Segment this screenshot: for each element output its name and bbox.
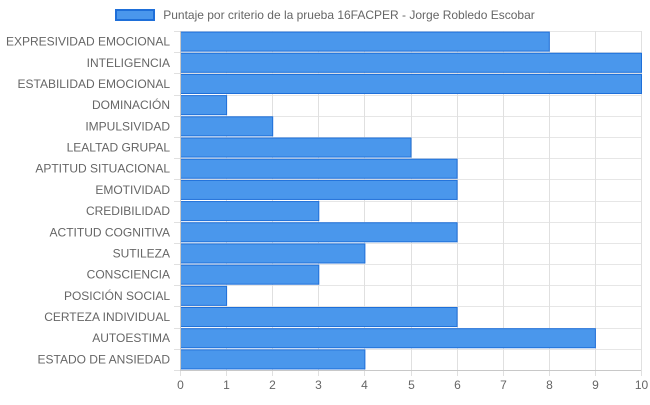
x-tick-label: 8 [546, 378, 553, 392]
legend-label: Puntaje por criterio de la prueba 16FACP… [163, 8, 535, 22]
y-tick-label: SUTILEZA [113, 246, 170, 260]
y-tick-label: EMOTIVIDAD [95, 183, 170, 197]
x-tick-label: 6 [454, 378, 461, 392]
y-tick-label: CERTEZA INDIVIDUAL [44, 310, 170, 324]
x-tick-label: 3 [315, 378, 322, 392]
y-tick-label: INTELIGENCIA [87, 56, 170, 70]
bar[interactable] [180, 328, 596, 349]
bar[interactable] [180, 137, 412, 158]
x-tick-label: 2 [269, 378, 276, 392]
x-tick-label: 1 [223, 378, 230, 392]
bar[interactable] [180, 73, 642, 95]
y-tick-label: ACTITUD COGNITIVA [50, 225, 170, 239]
bar[interactable] [180, 264, 320, 285]
bar[interactable] [180, 179, 458, 200]
y-tick-label: IMPULSIVIDAD [85, 119, 170, 133]
bar[interactable] [180, 201, 320, 222]
y-tick-label: ESTABILIDAD EMOCIONAL [18, 77, 171, 91]
x-tick-label: 7 [500, 378, 507, 392]
x-tick-label: 5 [408, 378, 415, 392]
x-tick-label: 9 [592, 378, 599, 392]
y-tick-label: POSICIÓN SOCIAL [64, 288, 170, 303]
y-tick-label: LEALTAD GRUPAL [67, 141, 171, 155]
bar[interactable] [180, 306, 458, 328]
bar[interactable] [180, 95, 228, 116]
bar[interactable] [180, 116, 274, 137]
y-tick-label: CONSCIENCIA [87, 268, 170, 282]
bar[interactable] [180, 243, 366, 264]
legend-swatch [115, 9, 156, 21]
legend[interactable]: Puntaje por criterio de la prueba 16FACP… [0, 6, 650, 24]
bar[interactable] [180, 285, 228, 306]
y-tick-label: AUTOESTIMA [92, 331, 170, 345]
y-tick-label: APTITUD SITUACIONAL [35, 162, 170, 176]
y-tick-label: EXPRESIVIDAD EMOCIONAL [6, 35, 170, 49]
y-tick-label: CREDIBILIDAD [86, 204, 170, 218]
bar[interactable] [180, 31, 550, 52]
bar[interactable] [180, 349, 366, 370]
x-tick-label: 0 [177, 378, 184, 392]
bar[interactable] [180, 158, 458, 179]
x-tick-label: 4 [361, 378, 368, 392]
y-tick-label: DOMINACIÓN [92, 97, 170, 112]
x-tick-label: 10 [635, 378, 649, 392]
bar[interactable] [180, 222, 458, 243]
y-tick-label: ESTADO DE ANSIEDAD [38, 352, 171, 366]
bar[interactable] [180, 52, 642, 73]
